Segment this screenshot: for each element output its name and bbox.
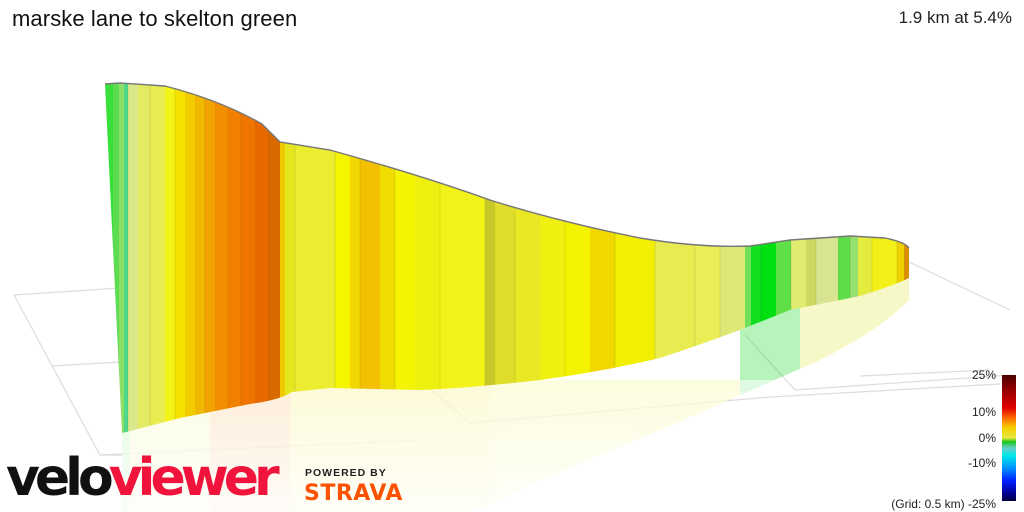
logo-velo: velo xyxy=(6,448,114,508)
legend-label-10: 10% xyxy=(971,405,996,419)
strava-logo[interactable]: STRAVA xyxy=(304,481,403,506)
legend-label-25: 25% xyxy=(971,368,996,382)
page-title: marske lane to skelton green xyxy=(12,6,298,31)
veloviewer-logo[interactable]: veloviewer xyxy=(6,448,280,508)
profile-top-outline xyxy=(104,82,910,249)
gradient-legend: 25% 10% 0% -10% (Grid: 0.5 km) -25% xyxy=(860,368,1024,512)
gradient-color-bar xyxy=(1002,375,1016,501)
powered-by-label: POWERED BY xyxy=(305,467,387,479)
legend-label-0: 0% xyxy=(978,431,996,445)
legend-label-grid: (Grid: 0.5 km) -25% xyxy=(891,497,996,511)
legend-label-minus10: -10% xyxy=(967,456,996,470)
logo-viewer: viewer xyxy=(108,448,280,508)
segment-stats: 1.9 km at 5.4% xyxy=(898,8,1012,27)
